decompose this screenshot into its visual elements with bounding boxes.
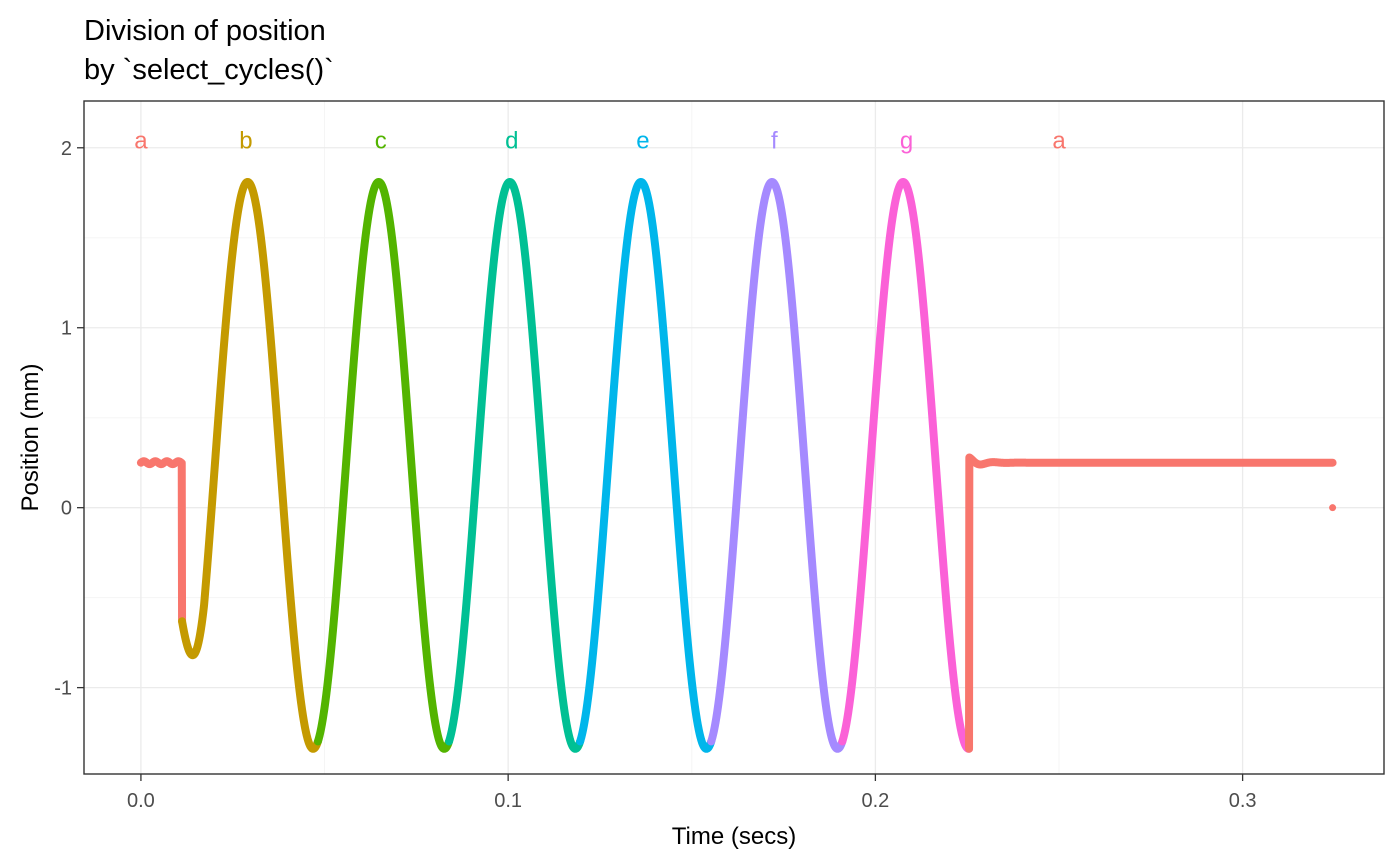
cycle-label-d-3: d (505, 128, 518, 155)
chart-title-line-1: Division of position (84, 15, 326, 47)
x-tick-label: 0.2 (861, 790, 889, 812)
axis-layer: 0.0 0.1 0.2 0.3 -1 0 1 2 (54, 138, 1256, 812)
series-segment-a-0 (136, 457, 187, 626)
series-segment-f-5 (707, 177, 847, 753)
cycle-label-a-7: a (1052, 128, 1066, 155)
y-tick-label: 0 (61, 498, 72, 520)
outlier-point (1329, 504, 1337, 512)
series-segment-a-7 (965, 453, 1337, 753)
series-segment-b-1 (178, 177, 322, 753)
y-tick-label: -1 (54, 678, 72, 700)
series-segment-g-6 (838, 177, 974, 753)
panel-border (83, 100, 1385, 775)
cycle-label-e-4: e (636, 128, 649, 155)
cycle-label-g-6: g (900, 128, 913, 155)
cycle-label-a-0: a (134, 128, 148, 155)
chart-title-line-2: by `select_cycles()` (84, 54, 334, 86)
cycle-label-c-2: c (375, 128, 387, 155)
x-tick-label: 0.0 (127, 790, 155, 812)
x-tick-label: 0.3 (1229, 790, 1257, 812)
data-layer (136, 177, 1337, 753)
cycle-label-f-5: f (771, 128, 778, 155)
cycle-label-b-1: b (239, 128, 252, 155)
x-axis-title: Time (secs) (672, 823, 796, 850)
y-tick-label: 1 (61, 318, 72, 340)
x-tick-label: 0.1 (494, 790, 522, 812)
y-tick-label: 2 (61, 138, 72, 160)
series-segment-e-4 (576, 177, 716, 753)
series-segment-c-2 (313, 177, 454, 753)
y-axis-title: Position (mm) (17, 363, 44, 511)
series-segment-d-3 (445, 177, 585, 753)
